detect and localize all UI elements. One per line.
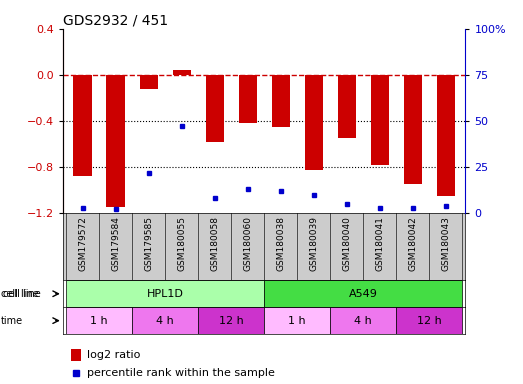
Text: GSM180041: GSM180041 — [375, 217, 384, 271]
Bar — [173, 70, 191, 75]
Bar — [271, 75, 290, 127]
Bar — [132, 307, 198, 334]
Bar — [66, 307, 132, 334]
Text: GSM180039: GSM180039 — [309, 217, 318, 271]
Text: 4 h: 4 h — [354, 316, 372, 326]
Text: 1 h: 1 h — [90, 316, 108, 326]
Text: GSM180040: GSM180040 — [342, 217, 351, 271]
Text: cell line: cell line — [1, 289, 39, 299]
Text: GSM180038: GSM180038 — [276, 217, 285, 271]
Text: GSM180042: GSM180042 — [408, 217, 417, 271]
Text: HPL1D: HPL1D — [146, 289, 184, 299]
Bar — [437, 75, 454, 196]
Text: log2 ratio: log2 ratio — [87, 350, 140, 360]
Bar — [198, 307, 264, 334]
Text: 1 h: 1 h — [288, 316, 306, 326]
Text: GSM180058: GSM180058 — [210, 217, 219, 271]
Bar — [238, 75, 257, 123]
Bar — [264, 280, 462, 307]
Text: A549: A549 — [349, 289, 378, 299]
Text: GDS2932 / 451: GDS2932 / 451 — [63, 14, 168, 28]
Bar — [74, 75, 92, 176]
Bar — [371, 75, 389, 165]
Bar — [337, 75, 356, 138]
Text: 4 h: 4 h — [156, 316, 174, 326]
Bar — [107, 75, 124, 207]
Bar — [71, 349, 81, 361]
Text: GSM179584: GSM179584 — [111, 217, 120, 271]
Bar — [404, 75, 422, 184]
Text: 12 h: 12 h — [219, 316, 244, 326]
Text: GSM179585: GSM179585 — [144, 217, 153, 271]
Text: percentile rank within the sample: percentile rank within the sample — [87, 367, 275, 377]
Text: GSM179572: GSM179572 — [78, 217, 87, 271]
Bar — [206, 75, 224, 142]
Text: GSM180060: GSM180060 — [243, 217, 252, 271]
Text: GSM180043: GSM180043 — [441, 217, 450, 271]
Text: 12 h: 12 h — [417, 316, 441, 326]
Bar — [304, 75, 323, 170]
Text: time: time — [1, 316, 23, 326]
Bar — [330, 307, 396, 334]
Bar — [264, 307, 330, 334]
Bar — [140, 75, 157, 89]
Text: cell line: cell line — [3, 289, 40, 299]
Text: GSM180055: GSM180055 — [177, 217, 186, 271]
Bar — [66, 280, 264, 307]
Bar — [396, 307, 462, 334]
